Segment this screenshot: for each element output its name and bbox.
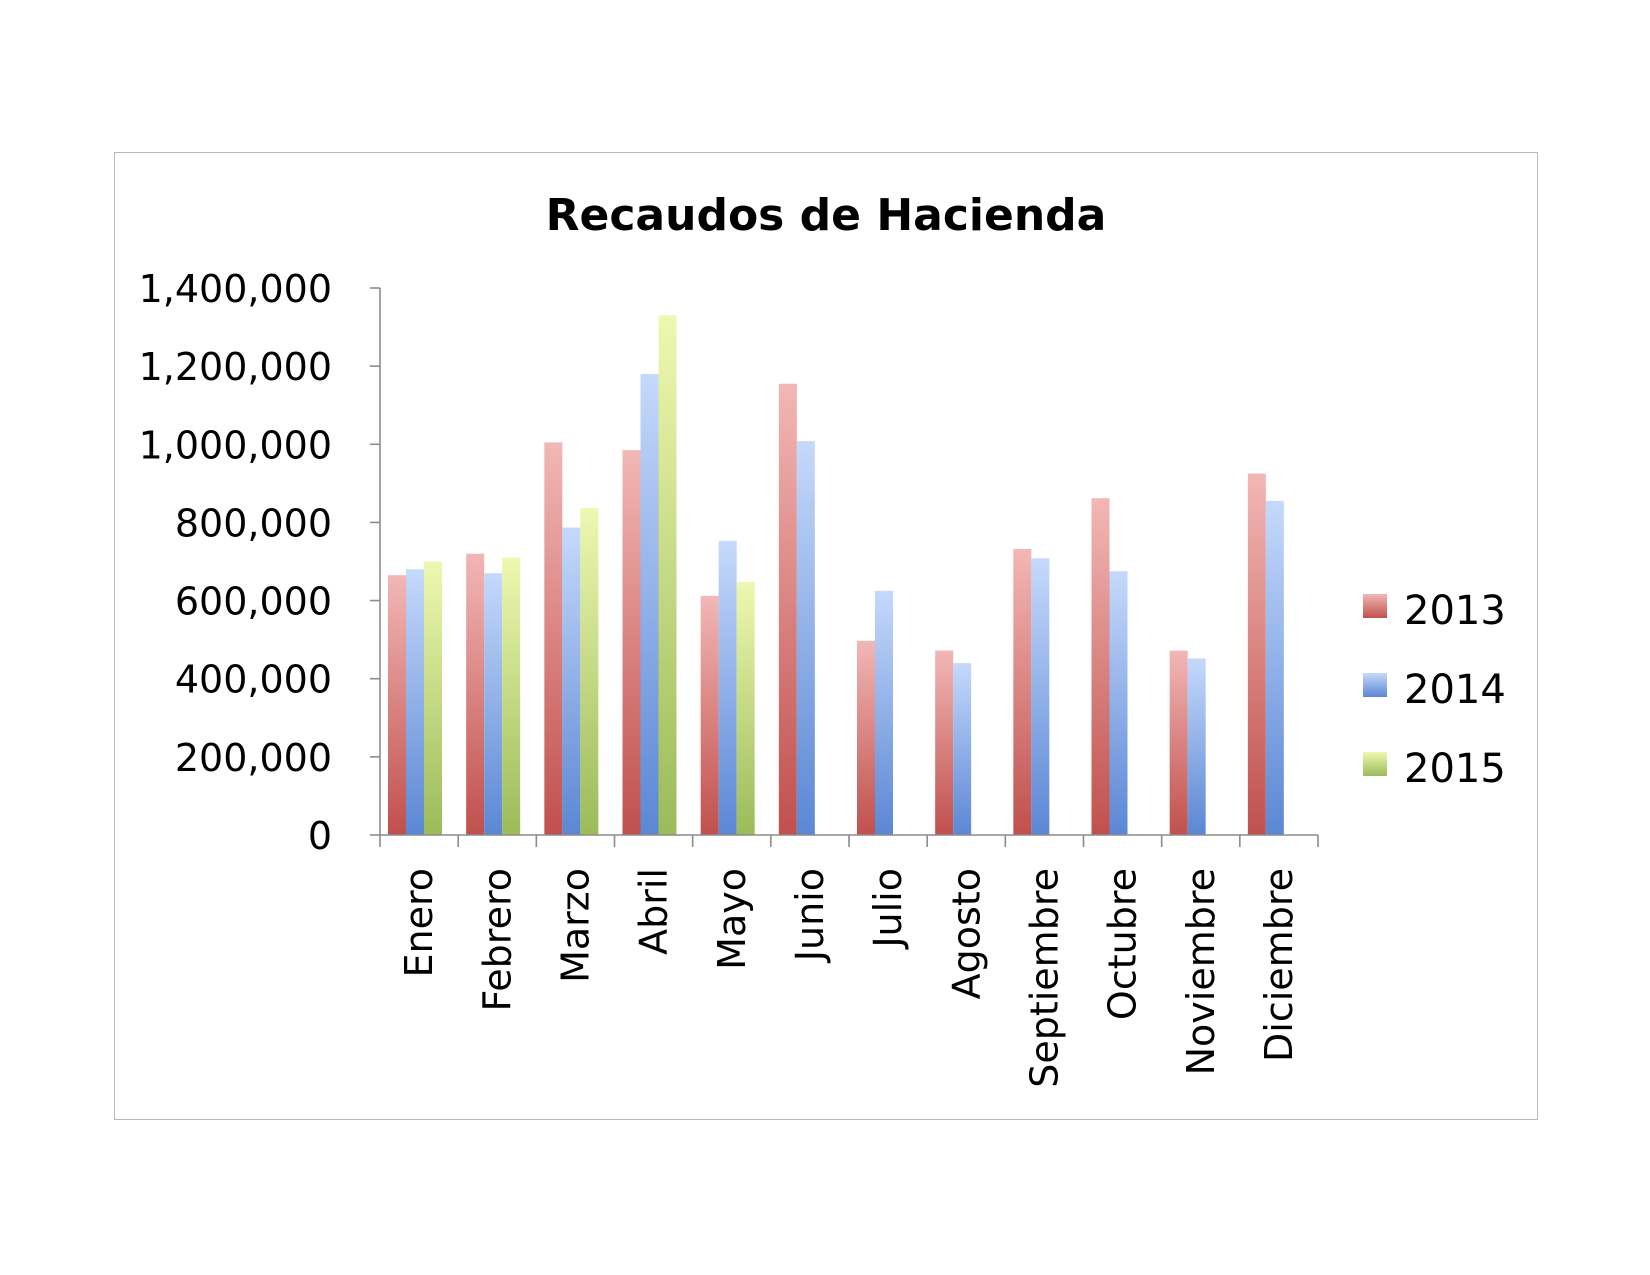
bar-2015-enero — [424, 561, 442, 835]
bar-2013-junio — [778, 383, 797, 835]
bar-2013-octubre — [1091, 498, 1110, 835]
x-tick-label-agosto: Agosto — [944, 868, 988, 999]
bar-2013-noviembre — [1169, 650, 1188, 835]
bar-2014-marzo — [562, 527, 581, 835]
y-tick-label: 1,200,000 — [139, 345, 332, 389]
x-tick-label-enero: Enero — [397, 868, 441, 978]
y-tick-label: 1,000,000 — [139, 423, 332, 467]
bar-2014-julio — [875, 590, 893, 835]
legend-swatch-2015 — [1363, 752, 1387, 776]
legend-swatch-2014 — [1363, 673, 1387, 697]
legend: 2013 2014 2015 — [1363, 588, 1506, 792]
bar-2015-febrero — [502, 557, 521, 835]
bar-2013-abril — [622, 450, 641, 835]
bar-2013-enero — [388, 575, 406, 835]
x-tick-label-diciembre: Diciembre — [1257, 868, 1301, 1062]
bar-2014-octubre — [1109, 571, 1128, 835]
bars-layer — [388, 315, 1284, 836]
bar-2014-noviembre — [1187, 658, 1206, 835]
x-tick-label-noviembre: Noviembre — [1179, 868, 1223, 1075]
bar-2015-marzo — [580, 507, 599, 835]
y-tick-label: 600,000 — [175, 580, 332, 624]
bar-2014-diciembre — [1265, 500, 1284, 835]
chart-title: Recaudos de Hacienda — [546, 190, 1107, 241]
bar-2013-diciembre — [1247, 473, 1266, 835]
legend-label-2013: 2013 — [1404, 588, 1506, 634]
y-tick-label: 400,000 — [175, 658, 332, 702]
legend-label-2015: 2015 — [1404, 746, 1506, 792]
x-tick-label-julio: Julio — [866, 868, 910, 950]
legend-label-2014: 2014 — [1404, 667, 1506, 713]
x-tick-label-septiembre: Septiembre — [1022, 868, 1066, 1088]
x-tick-label-octubre: Octubre — [1101, 868, 1145, 1020]
bar-2014-agosto — [953, 663, 972, 835]
bar-2014-mayo — [718, 540, 737, 835]
bar-2013-febrero — [466, 553, 485, 835]
y-tick-label: 1,400,000 — [139, 267, 332, 311]
bar-2014-febrero — [484, 573, 503, 835]
legend-swatch-2013 — [1363, 594, 1387, 618]
y-tick-label: 0 — [308, 814, 332, 858]
y-axis-ticks: 0 200,000 400,000 600,000 800,000 1,000,000 1,… — [139, 267, 380, 858]
chart-frame — [114, 152, 1538, 1120]
x-tick-label-marzo: Marzo — [553, 868, 597, 983]
bar-2015-mayo — [736, 581, 755, 835]
bar-2013-marzo — [544, 442, 563, 835]
bar-2013-mayo — [700, 595, 719, 835]
bar-2013-julio — [857, 640, 875, 835]
x-axis-ticks: Enero Febrero Marzo Abril Mayo Junio Julio Agos… — [379, 835, 1319, 1088]
bar-2013-agosto — [935, 650, 954, 835]
y-tick-label: 800,000 — [175, 501, 332, 545]
y-tick-label: 200,000 — [175, 736, 332, 780]
x-tick-label-mayo: Mayo — [710, 868, 754, 970]
bar-2014-junio — [796, 441, 815, 835]
x-tick-label-abril: Abril — [632, 868, 676, 955]
x-tick-label-febrero: Febrero — [475, 868, 519, 1011]
bar-2015-abril — [658, 315, 677, 836]
bar-2014-enero — [406, 569, 424, 835]
bar-2014-abril — [640, 373, 659, 835]
x-tick-label-junio: Junio — [788, 868, 832, 963]
bar-2014-septiembre — [1031, 558, 1050, 835]
bar-2013-septiembre — [1013, 548, 1032, 835]
